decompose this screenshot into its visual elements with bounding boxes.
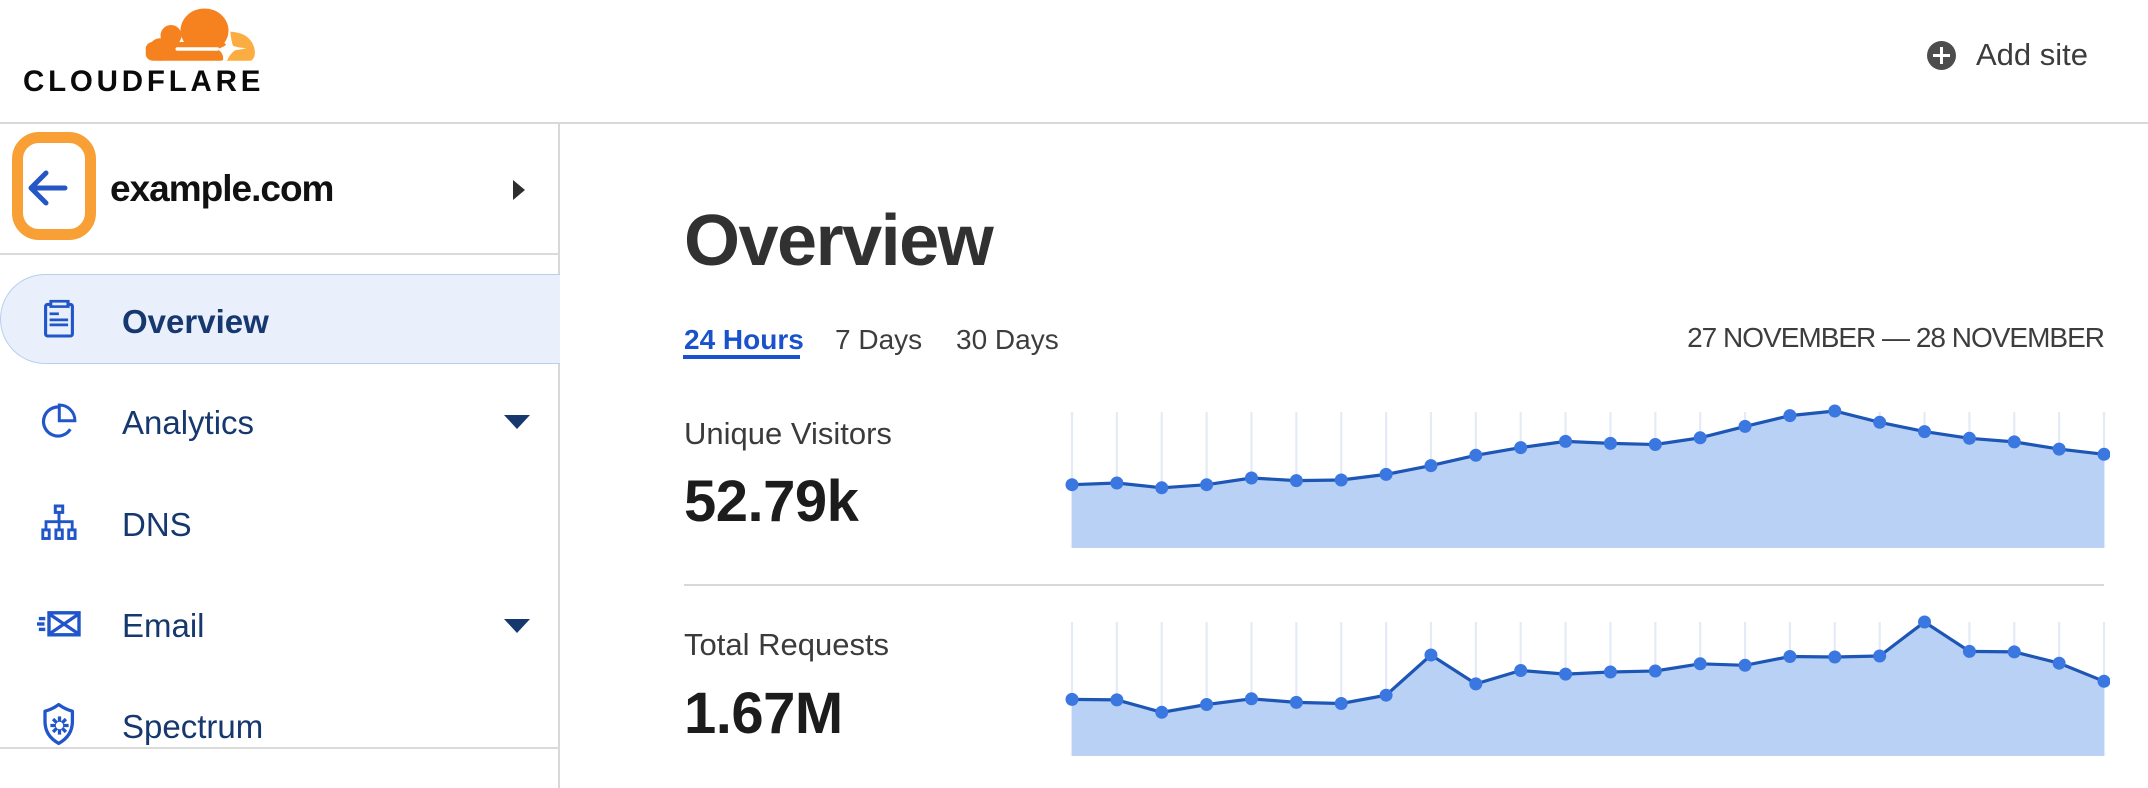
svg-text:CLOUDFLARE: CLOUDFLARE	[23, 65, 264, 98]
